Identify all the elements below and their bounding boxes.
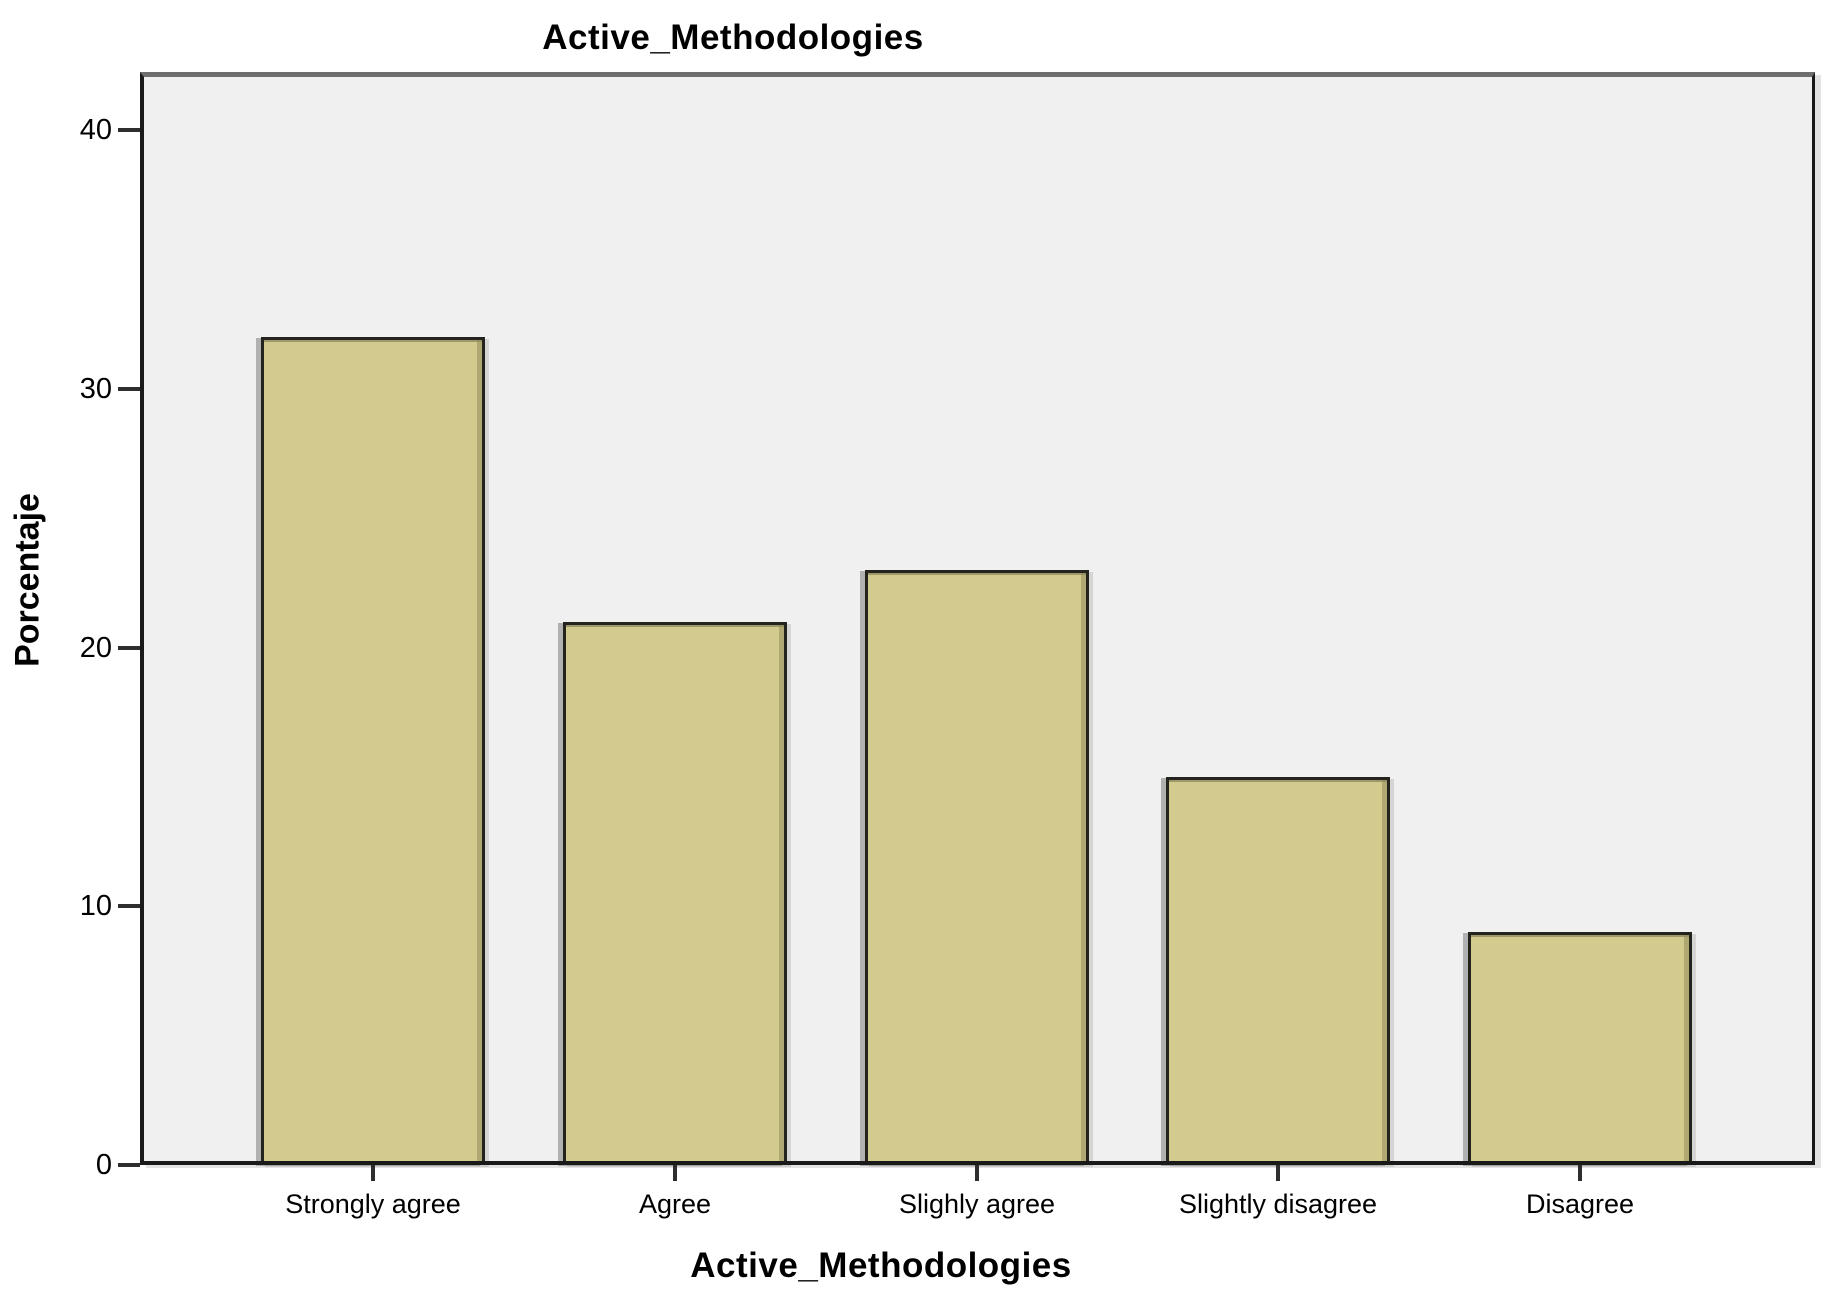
x-tick-mark: [1276, 1165, 1280, 1181]
bar-strongly-agree: [261, 337, 485, 1165]
bar-agree: [563, 622, 787, 1165]
x-tick-mark: [975, 1165, 979, 1181]
y-tick-label: 0: [95, 1149, 112, 1181]
x-axis-title: Active_Methodologies: [690, 1246, 1072, 1285]
x-category-label: Strongly agree: [285, 1189, 461, 1219]
y-tick-mark: [118, 128, 140, 132]
y-tick-mark: [118, 646, 140, 650]
y-tick-mark: [118, 904, 140, 908]
y-tick-label: 20: [79, 632, 112, 664]
x-category-label: Slightly disagree: [1178, 1189, 1378, 1219]
y-tick-mark: [118, 1163, 140, 1167]
x-category-label: Disagree: [1525, 1189, 1635, 1219]
x-axis-line: [140, 1161, 1815, 1165]
y-tick-label: 10: [79, 890, 112, 922]
x-category-label: Agree: [638, 1189, 712, 1219]
bar-slighly-agree: [865, 570, 1089, 1165]
y-tick-mark: [118, 387, 140, 391]
x-tick-mark: [371, 1165, 375, 1181]
bar-disagree: [1468, 932, 1692, 1165]
y-axis-title: Porcentaje: [8, 493, 47, 667]
x-tick-mark: [673, 1165, 677, 1181]
y-tick-label: 30: [79, 373, 112, 405]
y-tick-label: 40: [79, 114, 112, 146]
bar-slightly-disagree: [1166, 777, 1390, 1165]
x-category-label: Slighly agree: [898, 1189, 1056, 1219]
x-tick-mark: [1578, 1165, 1582, 1181]
chart-title: Active_Methodologies: [542, 18, 924, 57]
